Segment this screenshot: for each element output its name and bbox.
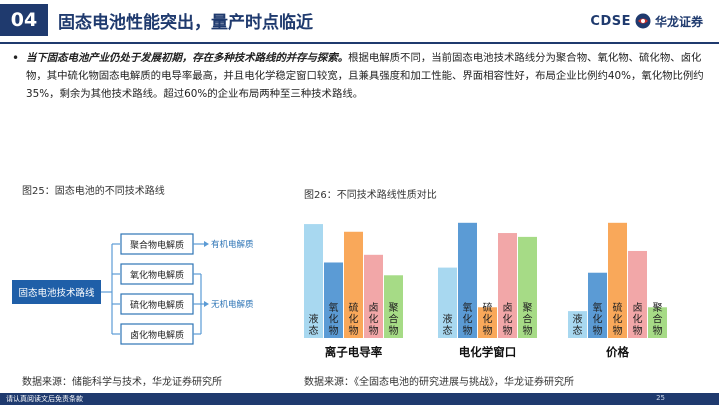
- bullet-text: 当下固态电池产业仍处于发展初期，存在多种技术路线的并存与探索。根据电解质不同，当…: [26, 49, 712, 103]
- tech-route-diagram: 固态电池技术路线 聚合物电解质 氧化物电解质 硫化物电解质 卤化物电解质 有机电…: [12, 233, 254, 345]
- group-label-inorganic: 无机电解质: [211, 299, 254, 310]
- figure26-caption: 图26：不同技术路线性质对比: [304, 190, 437, 201]
- bar-1-0: [438, 267, 457, 338]
- bar-2-2: [608, 222, 627, 338]
- bullet-normal-text: 根据电解质不同，当前固态电池技术路线分为聚合物、氧化物、硫化物、卤化物，其中硫化…: [26, 52, 704, 100]
- series-label-1-2: 硫化物: [483, 301, 493, 337]
- series-label-2-1: 氧化物: [593, 301, 603, 337]
- series-label-0-0: 液态: [309, 313, 319, 338]
- property-comparison-chart: 液态氧化物硫化物卤化物聚合物液态氧化物硫化物卤化物聚合物液态氧化物硫化物卤化物聚…: [304, 222, 667, 359]
- bar-0-4: [384, 275, 403, 338]
- intro-bullet: • 当下固态电池产业仍处于发展初期，存在多种技术路线的并存与探索。根据电解质不同…: [12, 49, 712, 103]
- bar-2-0: [568, 311, 587, 338]
- page-number: 25: [656, 394, 665, 402]
- bar-0-0: [304, 224, 323, 338]
- node-polymer-label: 聚合物电解质: [130, 239, 184, 251]
- root-node-box: [12, 280, 101, 304]
- chart-category-labels: 离子电导率 电化学窗口 价格: [325, 345, 630, 359]
- node-polymer: 聚合物电解质: [120, 233, 194, 255]
- node-halide: 卤化物电解质: [120, 323, 194, 345]
- slide-title: 固态电池性能突出，量产时点临近: [58, 13, 313, 33]
- group-connectors: [193, 243, 204, 335]
- series-label-1-4: 聚合物: [523, 302, 533, 337]
- bar-1-4: [518, 236, 537, 338]
- bar-2-4: [648, 307, 667, 338]
- bullet-bold-text: 当下固态电池产业仍处于发展初期，存在多种技术路线的并存与探索。: [26, 52, 349, 64]
- figure25-source: 数据来源：储能科学与技术，华龙证券研究所: [22, 377, 222, 388]
- bar-1-2: [478, 307, 497, 338]
- category-label-1: 电化学窗口: [459, 345, 517, 359]
- figure25-caption: 图25：固态电池的不同技术路线: [22, 186, 165, 197]
- section-number: 04: [0, 4, 48, 36]
- bar-0-1: [324, 262, 343, 338]
- node-sulfide: 硫化物电解质: [120, 293, 194, 315]
- series-label-0-2: 硫化物: [349, 301, 359, 337]
- category-label-2: 价格: [606, 345, 629, 359]
- series-label-1-1: 氧化物: [463, 301, 473, 337]
- bar-1-3: [498, 233, 517, 338]
- footer-disclaimer: 请认真阅读文后免责条款: [6, 395, 83, 403]
- slide-header: 04 固态电池性能突出，量产时点临近 CDSE 华龙证券: [0, 0, 719, 44]
- connector-arrows: [204, 241, 209, 307]
- header-rule: [0, 42, 719, 44]
- bar-2-3: [628, 250, 647, 338]
- series-label-0-4: 聚合物: [389, 302, 399, 337]
- node-halide-label: 卤化物电解质: [130, 329, 184, 341]
- node-oxide-label: 氧化物电解质: [130, 269, 184, 281]
- root-node-label: 固态电池技术路线: [18, 287, 95, 299]
- series-label-0-3: 卤化物: [369, 301, 379, 337]
- node-oxide: 氧化物电解质: [120, 263, 194, 285]
- logo-text-left: CDSE: [590, 13, 631, 29]
- figure26-source: 数据来源：《全固态电池的研究进展与挑战》，华龙证券研究所: [304, 377, 574, 388]
- bullet-dot: •: [12, 51, 20, 65]
- category-label-0: 离子电导率: [325, 345, 383, 359]
- root-connectors: [101, 243, 120, 335]
- slide-footer: 请认真阅读文后免责条款 25: [0, 393, 719, 405]
- chart-bars: 液态氧化物硫化物卤化物聚合物液态氧化物硫化物卤化物聚合物液态氧化物硫化物卤化物聚…: [304, 222, 667, 338]
- bar-2-1: [588, 272, 607, 338]
- series-label-2-0: 液态: [573, 313, 583, 338]
- series-label-1-0: 液态: [443, 313, 453, 338]
- series-label-0-1: 氧化物: [329, 301, 339, 337]
- series-label-2-3: 卤化物: [633, 301, 643, 337]
- series-label-2-2: 硫化物: [613, 301, 623, 337]
- group-label-organic: 有机电解质: [211, 239, 254, 250]
- logo-icon: [635, 13, 651, 29]
- company-logo: CDSE 华龙证券: [590, 11, 703, 31]
- series-label-1-3: 卤化物: [503, 301, 513, 337]
- bar-0-3: [364, 254, 383, 338]
- series-label-2-4: 聚合物: [653, 302, 663, 337]
- logo-text-right: 华龙证券: [654, 14, 703, 29]
- bar-0-2: [344, 231, 363, 338]
- node-sulfide-label: 硫化物电解质: [130, 299, 184, 311]
- bar-1-1: [458, 222, 477, 338]
